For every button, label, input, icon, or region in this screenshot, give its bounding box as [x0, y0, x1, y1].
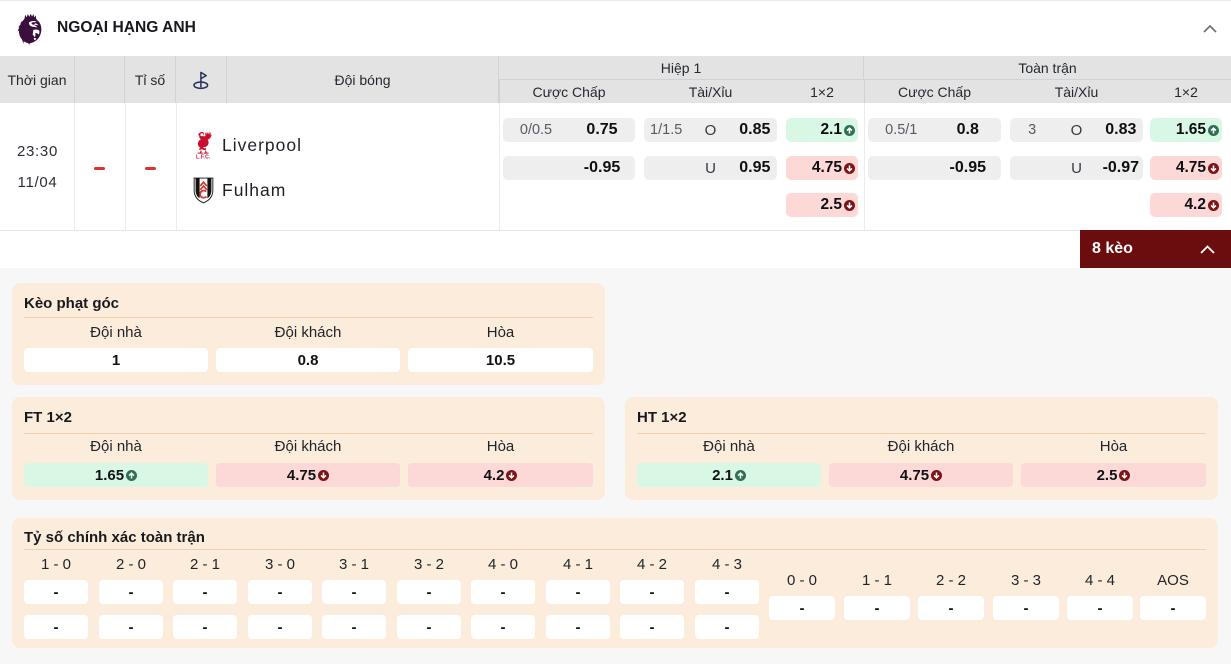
- svg-text:L.F.C.: L.F.C.: [196, 154, 211, 159]
